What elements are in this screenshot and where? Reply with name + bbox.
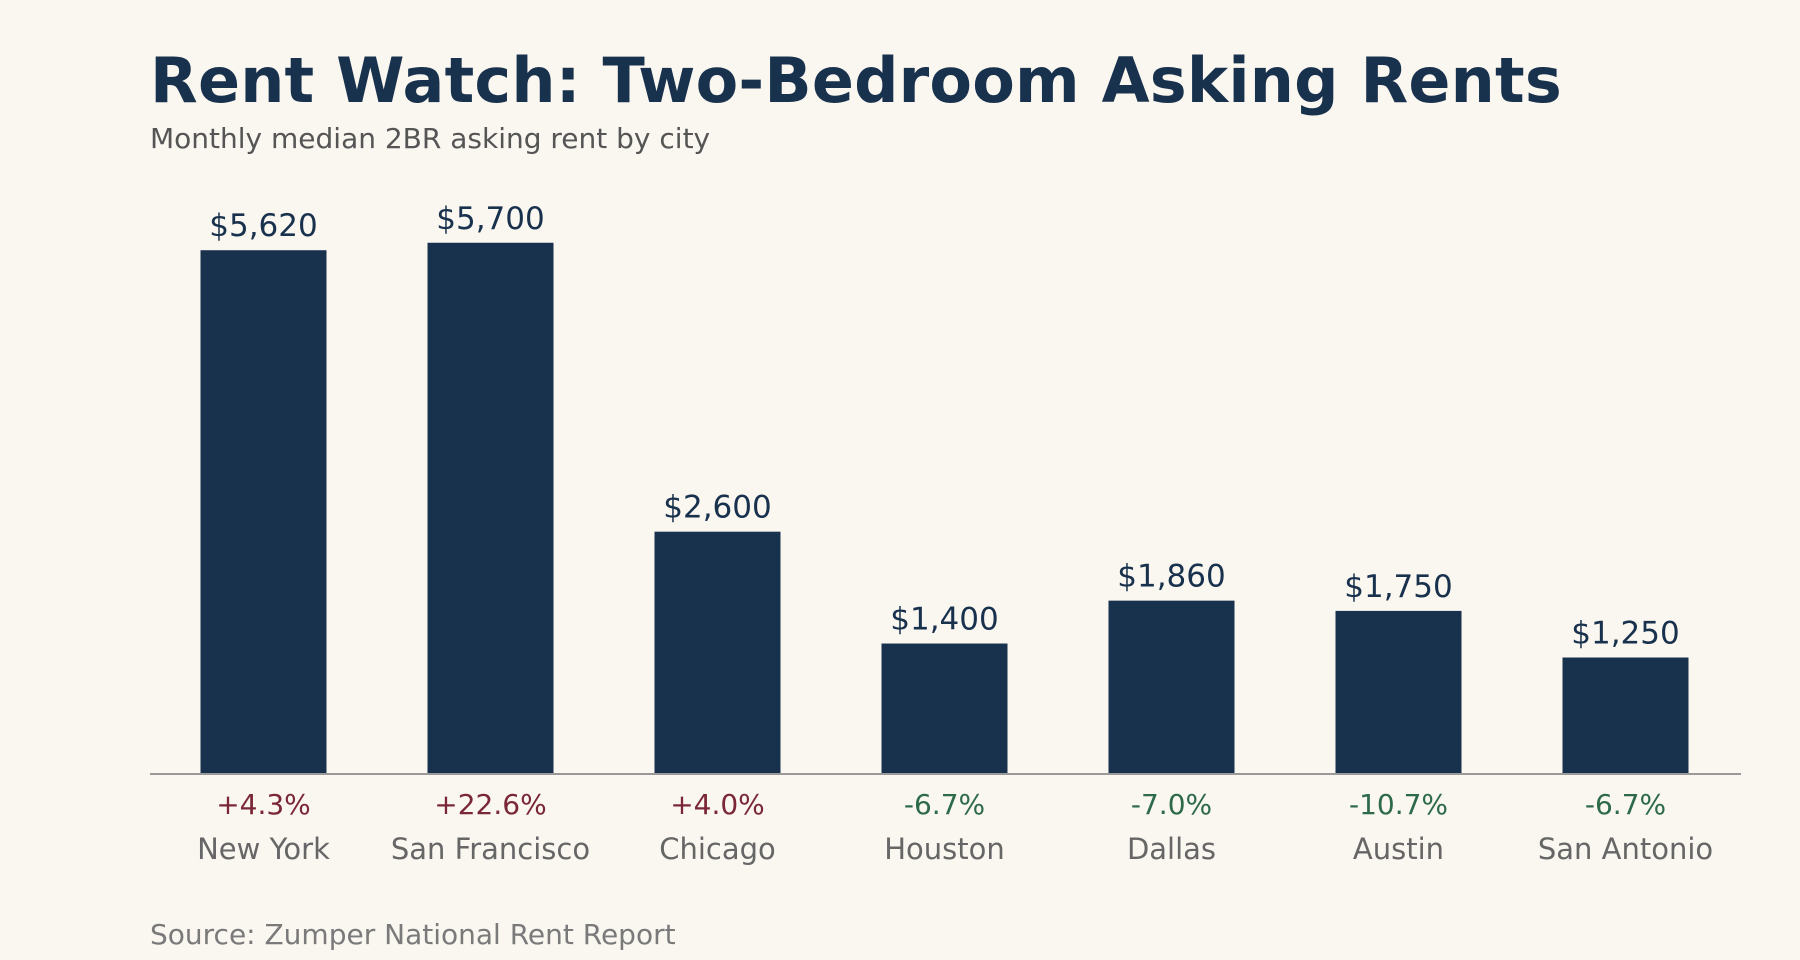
change-label: +22.6% bbox=[434, 788, 546, 821]
value-label: $1,250 bbox=[1571, 616, 1679, 652]
bar-austin bbox=[1335, 610, 1462, 774]
category-tick-label: New York bbox=[197, 832, 330, 866]
bar-san-antonio bbox=[1562, 657, 1689, 774]
value-label: $2,600 bbox=[663, 490, 771, 526]
category-tick-label: Dallas bbox=[1127, 832, 1216, 866]
value-label: $1,860 bbox=[1117, 559, 1225, 595]
category-tick-label: Austin bbox=[1353, 832, 1444, 866]
bar-san-francisco bbox=[427, 242, 554, 774]
bar-new-york bbox=[200, 250, 327, 774]
change-label: -6.7% bbox=[1585, 788, 1666, 821]
change-label: -10.7% bbox=[1349, 788, 1448, 821]
value-label: $1,400 bbox=[890, 602, 998, 638]
change-label: -7.0% bbox=[1131, 788, 1212, 821]
value-label: $5,700 bbox=[436, 201, 544, 237]
change-label: +4.3% bbox=[216, 788, 311, 821]
change-label: +4.0% bbox=[670, 788, 765, 821]
category-tick-label: San Antonio bbox=[1538, 832, 1713, 866]
category-tick-label: Houston bbox=[884, 832, 1005, 866]
chart-subtitle: Monthly median 2BR asking rent by city bbox=[150, 122, 711, 155]
bar-houston bbox=[881, 643, 1008, 774]
category-tick-label: San Francisco bbox=[391, 832, 590, 866]
value-label: $1,750 bbox=[1344, 569, 1452, 605]
bars-layer bbox=[200, 242, 1689, 774]
change-label: -6.7% bbox=[904, 788, 985, 821]
chart-source: Source: Zumper National Rent Report bbox=[150, 918, 676, 951]
bar-dallas bbox=[1108, 600, 1235, 774]
labels-layer: $5,620 +4.3% New York $5,700 +22.6% San Franc… bbox=[197, 201, 1713, 866]
bar-chicago bbox=[654, 531, 781, 774]
value-label: $5,620 bbox=[209, 208, 317, 244]
chart-title: Rent Watch: Two-Bedroom Asking Rents bbox=[150, 44, 1562, 117]
category-tick-label: Chicago bbox=[659, 832, 776, 866]
